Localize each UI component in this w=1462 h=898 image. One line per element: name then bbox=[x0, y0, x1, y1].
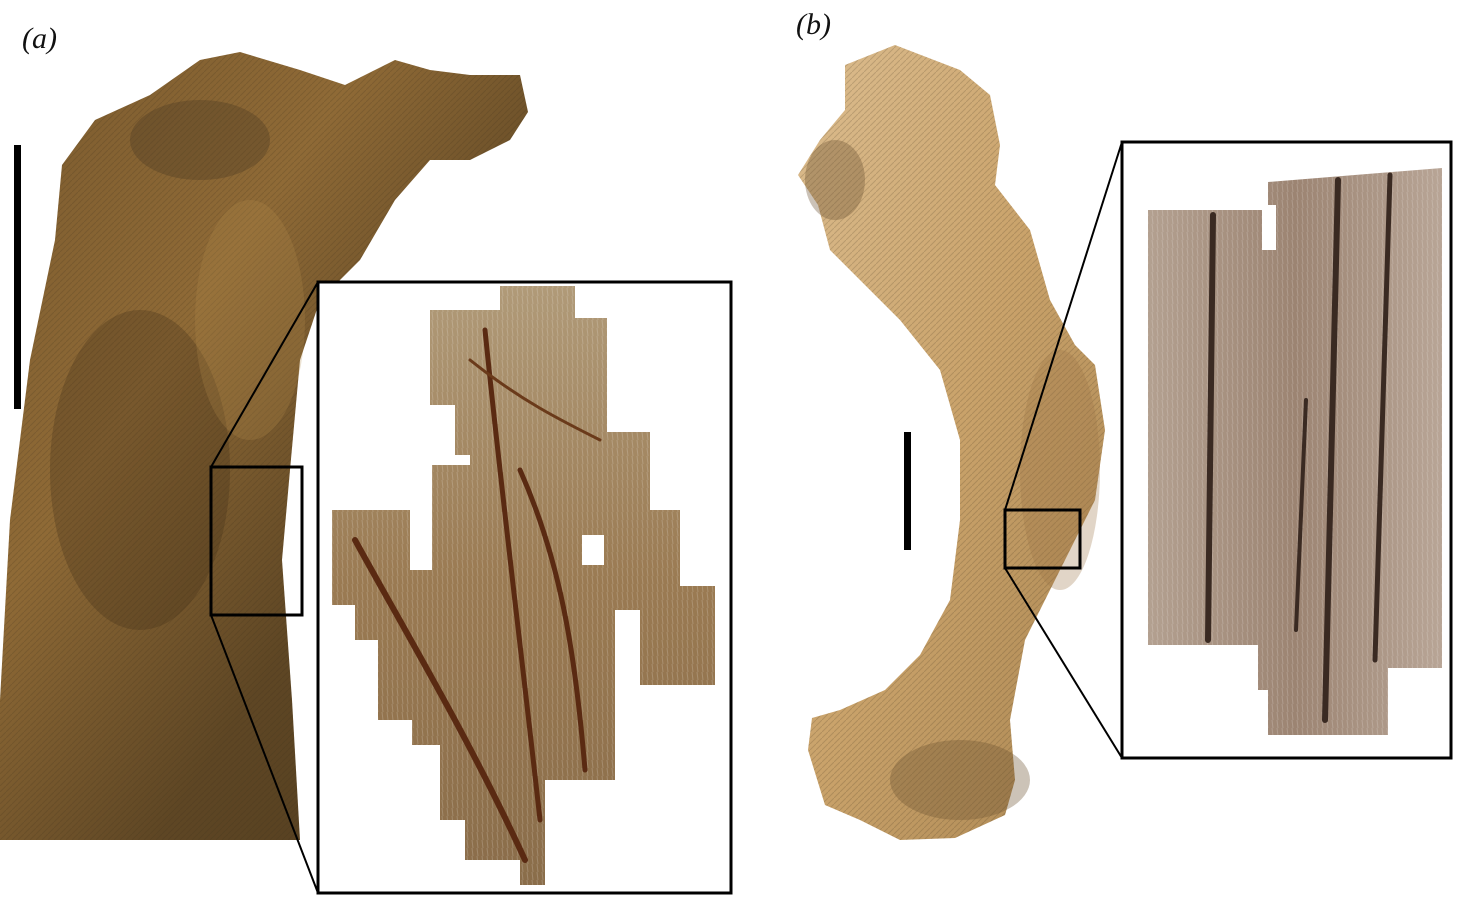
panel-b: (b) bbox=[796, 8, 1453, 840]
panel-label-a: (a) bbox=[22, 22, 57, 55]
zoom-region-a bbox=[209, 465, 304, 617]
zoom-connector-b-bottom bbox=[1004, 567, 1123, 759]
cut-mark-b-1 bbox=[1205, 212, 1216, 643]
zoom-connector-b-top bbox=[1004, 141, 1123, 511]
cut-mark-b-2 bbox=[1322, 177, 1341, 723]
bone-shadow-a bbox=[50, 310, 230, 630]
scale-bar-a bbox=[14, 145, 21, 409]
cut-mark-b-4 bbox=[1294, 398, 1308, 632]
panel-label-b: (b) bbox=[796, 8, 831, 41]
zoom-connector-a-top bbox=[210, 281, 319, 468]
cut-mark-a-1 bbox=[352, 537, 528, 863]
zoom-connector-a-bottom bbox=[210, 614, 319, 894]
panel-a: (a) bbox=[0, 22, 733, 895]
cut-mark-b-3 bbox=[1372, 172, 1393, 663]
zoom-region-b bbox=[1003, 508, 1082, 570]
cut-mark-a-3 bbox=[517, 467, 588, 773]
cut-mark-a-2 bbox=[482, 327, 543, 823]
scale-bar-b bbox=[904, 432, 911, 550]
